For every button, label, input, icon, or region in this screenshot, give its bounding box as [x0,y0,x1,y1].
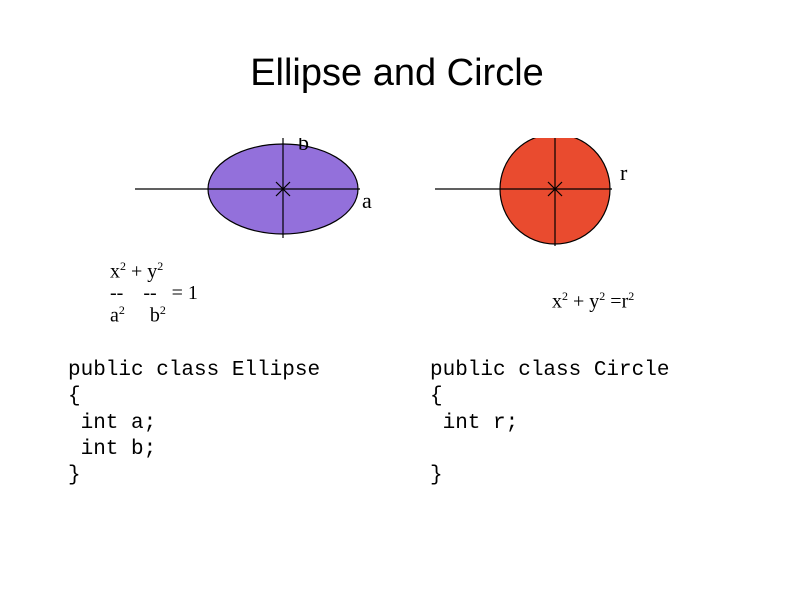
ellipse-label-a: a [362,188,372,213]
slide-title: Ellipse and Circle [0,52,794,95]
fx: x [110,261,120,283]
fy: y [147,261,157,283]
fdb-sup: 2 [160,303,166,317]
circle-diagram: r [435,138,628,246]
fplus: + [131,261,142,283]
circle-label-r: r [620,160,628,185]
fda-sup: 2 [119,303,125,317]
ellipse-formula: x2 + y2 -- -- = 1 a2 b2 [110,260,198,326]
fd1: -- [110,282,123,304]
slide-root: Ellipse and Circle b a r x2 + y2 - [0,0,794,595]
ellipse-diagram: b a [135,138,372,238]
cy-sup: 2 [599,289,605,303]
fx-sup: 2 [120,259,126,273]
cplus: + [573,291,589,313]
ceq: = [610,291,621,313]
cr-sup: 2 [628,289,634,303]
ellipse-label-b: b [298,138,309,155]
fy-sup: 2 [157,259,163,273]
fd2: -- [143,282,156,304]
cx: x [552,291,562,313]
ellipse-code: public class Ellipse { int a; int b; } [68,358,320,489]
fdb: b [150,304,160,326]
circle-formula: x2 + y2 =r2 [552,290,634,313]
fda: a [110,304,119,326]
cx-sup: 2 [562,289,568,303]
feq: = 1 [172,282,198,304]
cy: y [589,291,599,313]
circle-code: public class Circle { int r; } [430,358,669,489]
